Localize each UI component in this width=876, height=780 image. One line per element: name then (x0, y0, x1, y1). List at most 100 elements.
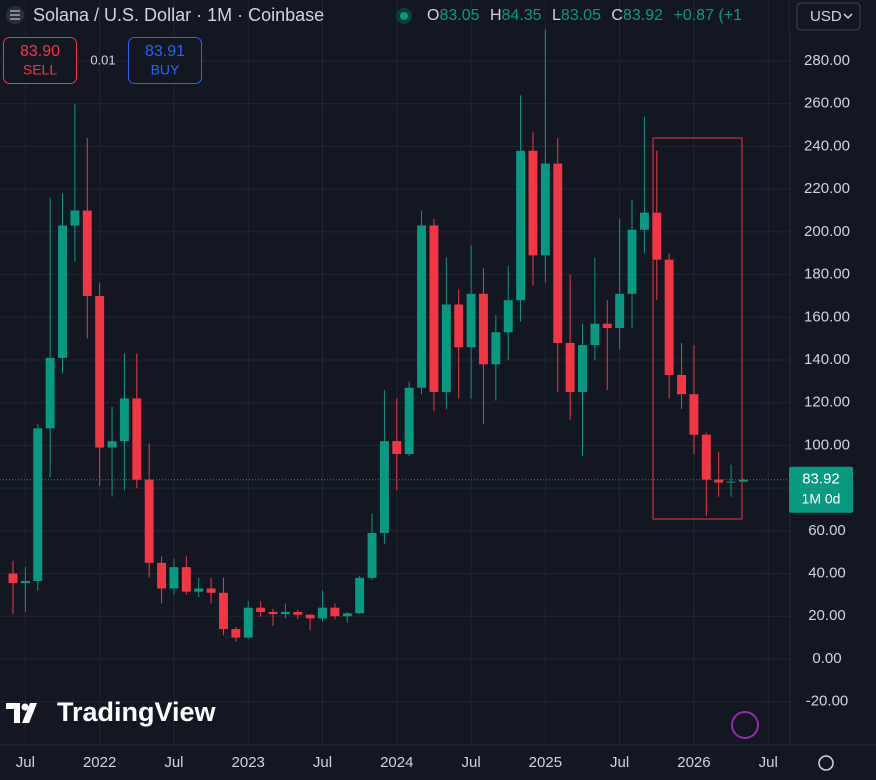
currency-chevron (843, 13, 853, 20)
currency-button[interactable] (796, 2, 861, 31)
y-tick-label: -20.00 (806, 693, 849, 710)
symbol-title[interactable]: Solana / U.S. Dollar · 1M · Coinbase (33, 5, 324, 25)
x-tick-label: 2022 (83, 754, 116, 771)
candle-body (157, 562, 167, 589)
spread: 0.01 (90, 52, 115, 67)
candle-body (144, 479, 154, 563)
brand-logo (6, 703, 37, 723)
sell-price[interactable]: 83.90 (20, 43, 60, 60)
y-tick-label: 240.00 (804, 137, 850, 154)
candle-body (590, 323, 600, 346)
y-tick-label: 60.00 (808, 522, 846, 539)
sell-button[interactable] (3, 37, 77, 84)
candle-body (194, 588, 204, 592)
candle-body (181, 567, 191, 592)
candle-body (342, 613, 352, 617)
ohlc-value: 84.35 (502, 7, 542, 24)
y-tick-label: 220.00 (804, 180, 850, 197)
candle-body (305, 614, 315, 619)
candle-body (491, 332, 501, 365)
buy-button[interactable] (128, 37, 202, 84)
candle-body (540, 163, 550, 256)
candle-body (454, 304, 464, 348)
buy-price[interactable]: 83.91 (145, 43, 185, 60)
candle-body (726, 481, 736, 483)
sell-label[interactable]: SELL (23, 62, 57, 78)
candle-body (429, 225, 439, 393)
ohlc-change: +0.87 (+1 (673, 7, 742, 24)
candle-body (441, 304, 451, 393)
axes: -20.000.0020.0040.0060.0080.00100.00120.… (16, 52, 853, 771)
y-tick-label: 20.00 (808, 607, 846, 624)
market-status-dot (400, 12, 408, 20)
candle-body (206, 588, 216, 593)
y-tick-label: 280.00 (804, 52, 850, 69)
candle-body (714, 479, 724, 483)
candle-body (664, 259, 674, 375)
x-tick-label: Jul (461, 754, 480, 771)
candle-body (33, 428, 43, 582)
buy-label[interactable]: BUY (151, 62, 180, 78)
x-tick-label: 2025 (529, 754, 562, 771)
candle-body (565, 342, 575, 393)
currency-label[interactable]: USD (810, 8, 842, 25)
y-tick-label: 120.00 (804, 394, 850, 411)
candle-body (231, 629, 241, 638)
candle-body (330, 607, 340, 617)
candle-body (701, 434, 711, 480)
candle-body (95, 295, 105, 448)
x-tick-label: 2026 (677, 754, 710, 771)
candle-body (8, 573, 18, 584)
candle-body (82, 210, 92, 296)
candle-body (379, 441, 389, 533)
candle-body (516, 150, 526, 301)
candle-body (280, 611, 290, 615)
candle-body (553, 163, 563, 343)
candle-body (652, 212, 662, 260)
annotation-box (652, 137, 743, 520)
candle-body (20, 581, 30, 584)
candle-body (58, 225, 67, 358)
ohlc-value: 83.05 (561, 7, 601, 24)
y-tick-label: 0.00 (812, 650, 841, 667)
candle-body (503, 300, 513, 333)
ohlc-letter: H (490, 7, 502, 24)
candle-body (627, 229, 637, 294)
candle-body (639, 212, 649, 230)
x-tick-label: 2024 (380, 754, 413, 771)
candle-body (689, 394, 699, 435)
candle-body (293, 611, 303, 615)
candle-body (466, 293, 476, 348)
x-tick-label: Jul (164, 754, 183, 771)
candle-body (107, 441, 117, 448)
y-tick-label: 140.00 (804, 351, 850, 368)
y-tick-label: 200.00 (804, 223, 850, 240)
assistant-icon[interactable] (731, 711, 759, 739)
last-price-countdown: 1M 0d (802, 490, 841, 506)
last-price-box (789, 466, 853, 513)
ohlc-value: 83.05 (439, 7, 479, 24)
candle-body (392, 441, 402, 454)
candle-body (615, 293, 625, 328)
candle-body (528, 150, 538, 256)
settings-icon[interactable] (818, 755, 834, 771)
ohlc-value: 83.92 (623, 7, 663, 24)
symbol-icon-lines (10, 10, 20, 20)
candle-body (404, 387, 414, 454)
candle-body (132, 398, 142, 480)
candle-body (219, 592, 228, 630)
y-tick-label: 180.00 (804, 266, 850, 283)
candle-body (169, 567, 179, 589)
y-tick-label: 260.00 (804, 95, 850, 112)
ohlc-letter: L (552, 7, 561, 24)
y-tick-label: 40.00 (808, 565, 846, 582)
candle-body (119, 398, 129, 442)
candle-body (677, 374, 687, 395)
brand-name: TradingView (57, 697, 217, 727)
candle-body (45, 357, 55, 429)
y-tick-label: 160.00 (804, 308, 850, 325)
candle-body (602, 323, 612, 328)
x-tick-label: Jul (16, 754, 35, 771)
candle-body (70, 210, 80, 226)
